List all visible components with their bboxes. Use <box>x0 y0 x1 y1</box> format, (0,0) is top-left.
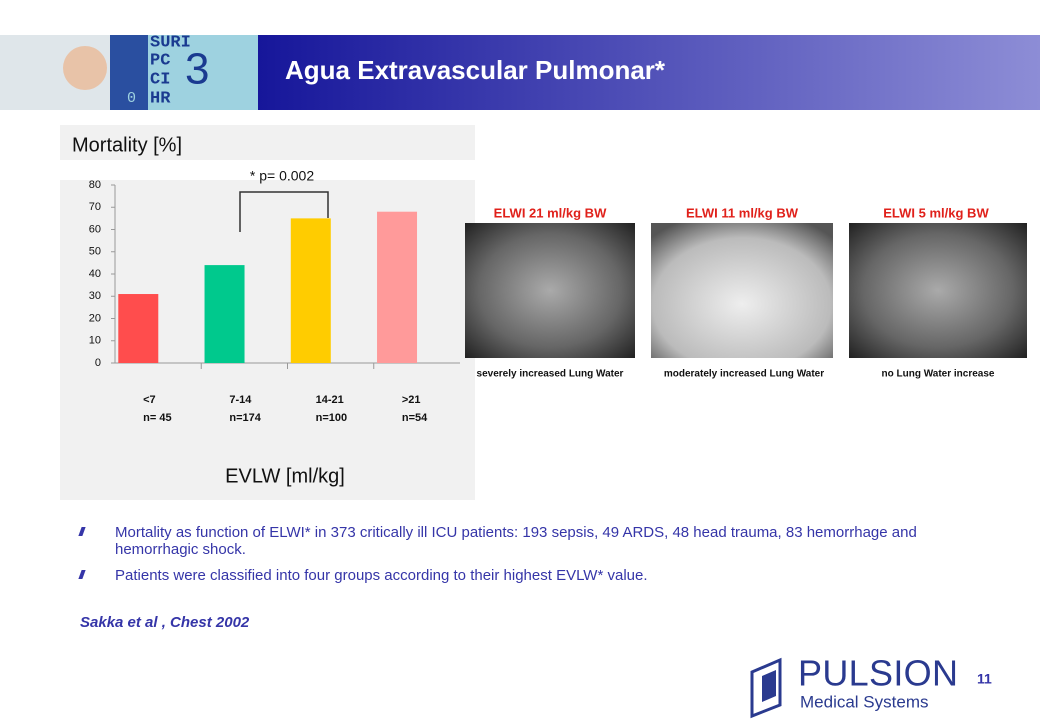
y-tick-label: 30 <box>89 290 101 302</box>
chart-title: Mortality [%] <box>72 134 182 156</box>
bar-chart: 0 10 20 30 40 50 60 70 80 <7 n= 45 7-14 n=174 14-21 n=… <box>89 179 460 424</box>
bullet: Mortality as function of ELWI* in 373 cr… <box>115 524 917 558</box>
y-tick-label: 0 <box>95 357 101 369</box>
annotation: * p= 0.002 <box>250 168 314 184</box>
bar <box>290 218 331 363</box>
logo-name: PULSION <box>798 653 958 694</box>
y-tick-label: 80 <box>89 179 101 191</box>
xray-title: ELWI 5 ml/kg BW <box>883 205 989 220</box>
xray-title: ELWI 11 ml/kg BW <box>686 205 799 220</box>
x-axis-label: EVLW [ml/kg] <box>225 465 345 487</box>
monitor-text: SURI <box>150 33 191 52</box>
y-tick-label: 60 <box>89 223 101 235</box>
xray-images: ELWI 21 ml/kg BW ELWI 11 ml/kg BW ELWI 5… <box>465 205 1027 380</box>
bar <box>377 211 418 363</box>
n-label: n=174 <box>229 412 261 424</box>
header-band <box>258 35 1040 110</box>
x-tick-label: 14-21 <box>316 394 344 406</box>
n-label: n=100 <box>316 412 348 424</box>
xray-title: ELWI 21 ml/kg BW <box>494 205 607 220</box>
xray-image <box>849 223 1027 358</box>
logo-mark <box>762 670 776 702</box>
monitor-text: 0 <box>127 90 136 107</box>
xray-caption: no Lung Water increase <box>882 369 995 380</box>
bar <box>204 265 245 363</box>
bullet: Patients were classified into four group… <box>115 567 648 584</box>
monitor-text: PC <box>150 51 170 70</box>
x-tick-label: >21 <box>402 394 421 406</box>
n-label: n= 45 <box>143 412 171 424</box>
header-monitor <box>110 35 148 110</box>
xray-image <box>651 223 833 358</box>
header-photo-face <box>63 46 107 90</box>
header-monitor <box>148 35 258 110</box>
significance-bracket <box>239 191 329 232</box>
xray-caption: severely increased Lung Water <box>477 369 624 380</box>
n-label: n=54 <box>402 412 428 424</box>
monitor-text: 3 <box>185 45 209 94</box>
slide-title: Agua Extravascular Pulmonar* <box>285 55 666 85</box>
y-tick-label: 40 <box>89 268 101 280</box>
citation: Sakka et al , Chest 2002 <box>80 614 250 631</box>
y-tick-label: 10 <box>89 335 101 347</box>
xray-caption: moderately increased Lung Water <box>664 369 824 380</box>
y-tick-label: 50 <box>89 246 101 258</box>
monitor-text: HR <box>150 89 171 108</box>
monitor-text: CI <box>150 70 170 89</box>
chart-panel-gap <box>60 160 475 180</box>
y-tick-label: 70 <box>89 201 101 213</box>
logo-mark <box>750 657 782 719</box>
xray-image <box>465 223 635 358</box>
y-tick-label: 20 <box>89 312 101 324</box>
x-tick-label: 7-14 <box>229 394 252 406</box>
page-number: 11 <box>977 671 992 687</box>
x-tick-label: <7 <box>143 394 156 406</box>
logo-subtitle: Medical Systems <box>800 692 928 711</box>
bar <box>118 294 159 363</box>
